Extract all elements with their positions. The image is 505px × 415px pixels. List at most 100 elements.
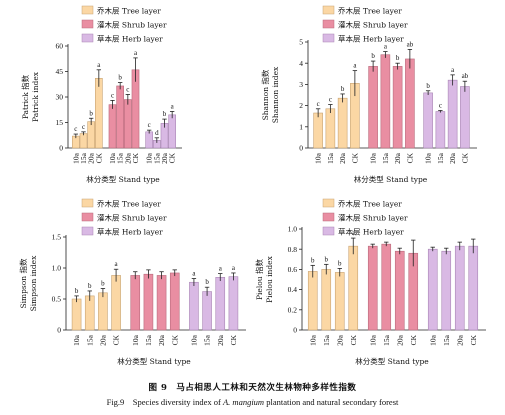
panel2-legend-label-3: 草本层 Herb layer xyxy=(338,34,404,44)
panel1-x-tick-label-s1-1: 15a xyxy=(79,152,88,164)
panel4-bar-s3-CK xyxy=(468,245,479,331)
panel4-xlabel: 林分类型 Stand type xyxy=(355,356,429,366)
panel3-bar-s1-CK xyxy=(111,275,121,331)
panel4-bar-s1-10a xyxy=(307,271,318,331)
panel1-x-tick-label-s3-0: 10a xyxy=(145,152,154,164)
panel3-x-tick-label-s3-0: 10a xyxy=(189,334,198,346)
panel3-ylabel-en: Simpson index xyxy=(29,255,38,311)
panel4-sig-letter-s1-20a: b xyxy=(338,259,342,267)
panel4-sig-letter-s1-CK: a xyxy=(352,229,356,237)
panel3-y-tick-label-0: 0 xyxy=(57,326,61,335)
panel1-y-tick-label-2: 30 xyxy=(56,93,64,102)
figure-canvas: 乔木层 Tree layer 灌木层 Shrub layer 草本层 Herb la… xyxy=(18,5,486,366)
panel3-x-tick-label-s2-3: CK xyxy=(170,334,179,345)
panel1-y-tick-label-4: 60 xyxy=(56,42,64,51)
panel1-sig-letter-s1-20a: b xyxy=(89,109,93,117)
panel3-x-tick-label-s1-3: CK xyxy=(112,334,121,345)
caption-en-prefix: Fig.9 Species diversity index of xyxy=(106,397,223,407)
panel2-bar-s1-10a xyxy=(313,112,323,149)
panel2-legend-label-2: 灌木层 Shrub layer xyxy=(338,20,408,30)
panel2-bar-s1-15a xyxy=(325,108,336,149)
panel4-bar-s2-20a xyxy=(394,250,405,331)
panel1-sig-letter-s1-CK: a xyxy=(97,61,101,69)
panel3-bar-s3-15a xyxy=(202,291,212,331)
panel3-legend-swatch-3 xyxy=(81,226,94,236)
panel2-sig-letter-s1-10a: c xyxy=(317,100,320,108)
panel1-legend-swatch-3 xyxy=(81,33,94,43)
caption-en-suffix: plantation and natural secondary forest xyxy=(264,397,399,407)
panel2-sig-letter-s3-20a: a xyxy=(451,66,455,74)
panel4-y-tick-label-0: 0 xyxy=(293,326,297,335)
panel2-bar-s3-20a xyxy=(447,79,458,149)
panel1-legend-label-2: 灌木层 Shrub layer xyxy=(97,20,167,30)
panel3-sig-letter-s1-15a: b xyxy=(88,282,92,290)
caption-en-species: A. mangium xyxy=(222,397,265,407)
panel4-bar-s2-10a xyxy=(367,245,378,331)
panel1-x-tick-label-s2-0: 10a xyxy=(108,152,117,164)
panel4-bar-s1-20a xyxy=(334,272,345,331)
panel4-legend-swatch-2 xyxy=(322,212,335,222)
panel4-legend-swatch-3 xyxy=(322,226,335,236)
panel3-bar-s1-20a xyxy=(98,292,108,331)
panel3-x-tick-label-s3-3: CK xyxy=(229,334,238,345)
panel3-bar-s1-10a xyxy=(71,298,82,331)
panel2-xlabel: 林分类型 Stand type xyxy=(354,174,428,184)
panel2-ylabel-en: Shannon index xyxy=(271,66,280,123)
panel2-sig-letter-s2-20a: b xyxy=(396,54,400,62)
panel4-bar-s1-CK xyxy=(348,245,359,331)
panel1-x-tick-label-s1-0: 10a xyxy=(71,152,80,164)
panel2-sig-letter-s2-10a: b xyxy=(371,52,375,60)
panel3-legend-label-3: 草本层 Herb layer xyxy=(97,227,163,237)
panel4-x-tick-label-s1-2: 20a xyxy=(335,334,344,346)
panel4-ylabel-cn: Pielou 指数 xyxy=(254,258,264,300)
panel1-x-tick-label-s2-2: 20a xyxy=(123,152,132,164)
panel2-legend-swatch-1 xyxy=(322,5,335,15)
panel4-bar-s1-15a xyxy=(321,269,332,331)
panel4-x-tick-label-s2-0: 10a xyxy=(368,334,377,346)
panel3-x-tick-label-s1-0: 10a xyxy=(72,334,81,346)
figure-caption-en: Fig.9 Species diversity index of A. mang… xyxy=(0,396,505,408)
panel3-sig-letter-s3-10a: a xyxy=(192,270,196,278)
panel3-legend-swatch-1 xyxy=(81,198,94,208)
panel2-sig-letter-s3-10a: b xyxy=(426,82,430,90)
panel1-bar-s2-10a xyxy=(108,104,117,149)
panel3-sig-letter-s3-15a: b xyxy=(205,278,209,286)
panel2-sig-letter-s2-15a: a xyxy=(384,43,388,51)
panel4-y-tick-label-5: 1.0 xyxy=(288,225,298,234)
panel3-y-tick-label-2: 1.0 xyxy=(52,264,62,273)
panel2-y-tick-label-1: 1 xyxy=(299,122,303,131)
panel2-sig-letter-s3-15a: c xyxy=(439,101,442,109)
panel3-x-tick-label-s3-2: 20a xyxy=(216,334,225,346)
panel4-x-tick-label-s1-3: CK xyxy=(349,334,358,345)
panel4-legend-label-2: 灌木层 Shrub layer xyxy=(338,213,408,223)
panel1-sig-letter-s2-20a: c xyxy=(126,85,129,93)
panel3-bar-s2-10a xyxy=(130,275,141,331)
panel4-y-tick-label-2: 0.4 xyxy=(288,285,298,294)
panel4-ylabel-en: Pielou index xyxy=(265,255,274,302)
panel1-bar-s1-20a xyxy=(87,121,95,149)
panel1-sig-letter-s2-CK: a xyxy=(134,49,138,57)
panel4-legend-label-1: 乔木层 Tree layer xyxy=(338,199,402,209)
panel1-sig-letter-s3-20a: b xyxy=(163,110,167,118)
panel2-sig-letter-s1-15a: c xyxy=(329,96,332,104)
panel3-bar-s1-15a xyxy=(84,295,95,331)
panel3-xlabel: 林分类型 Stand type xyxy=(117,356,191,366)
panel2-sig-letter-s2-CK: ab xyxy=(407,40,414,48)
panel2-x-tick-label-s1-2: 20a xyxy=(338,152,347,164)
panel4-y-tick-label-3: 0.6 xyxy=(288,265,298,274)
panel3-sig-letter-s1-10a: b xyxy=(75,287,79,295)
panel1-sig-letter-s3-10a: c xyxy=(148,121,151,129)
panel1-bar-s1-CK xyxy=(95,78,103,149)
panel2-bar-s2-CK xyxy=(405,58,415,149)
panel1-legend-swatch-1 xyxy=(81,5,94,15)
panel4-sig-letter-s1-10a: b xyxy=(311,256,315,264)
panel2-y-tick-label-4: 4 xyxy=(299,59,303,68)
panel3-sig-letter-s1-CK: a xyxy=(115,260,119,268)
panel1-legend-label-1: 乔木层 Tree layer xyxy=(97,6,161,16)
panel1-bar-s3-CK xyxy=(168,114,176,149)
panel1-x-tick-label-s2-3: CK xyxy=(131,152,140,163)
panel2-x-tick-label-s1-3: CK xyxy=(350,152,359,163)
panel1-legend-label-3: 草本层 Herb layer xyxy=(97,34,163,44)
panel4-legend-label-3: 草本层 Herb layer xyxy=(338,227,404,237)
panel2-y-tick-label-2: 2 xyxy=(299,101,303,110)
